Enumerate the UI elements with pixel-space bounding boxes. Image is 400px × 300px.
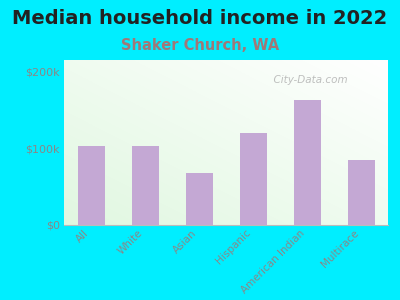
Bar: [78, 146, 104, 225]
Bar: [294, 100, 320, 225]
Bar: [186, 173, 212, 225]
Text: Median household income in 2022: Median household income in 2022: [12, 9, 388, 28]
Bar: [240, 133, 266, 225]
Bar: [132, 146, 158, 225]
Text: Shaker Church, WA: Shaker Church, WA: [121, 38, 279, 52]
Bar: [348, 160, 374, 225]
Text: City-Data.com: City-Data.com: [267, 75, 347, 85]
